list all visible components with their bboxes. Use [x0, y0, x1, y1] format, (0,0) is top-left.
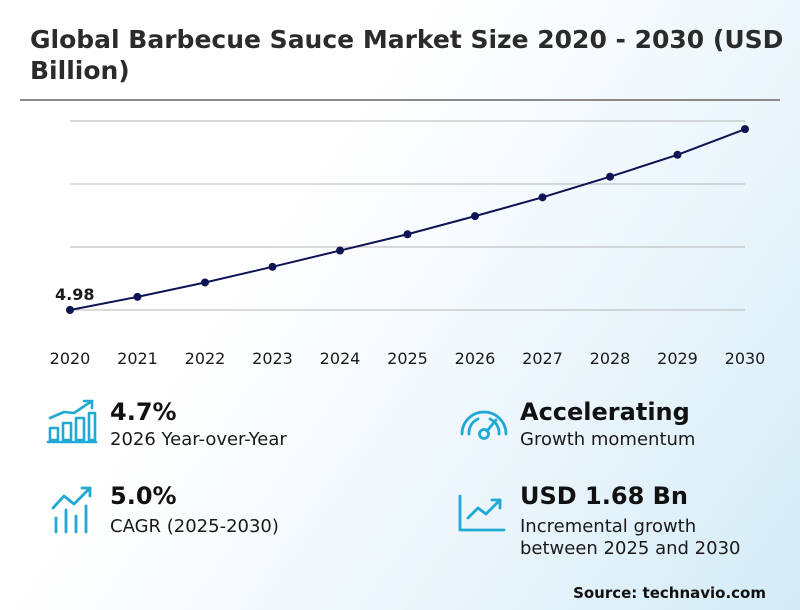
stat-yoy-value: 4.7% [110, 398, 177, 426]
x-tick-label: 2021 [117, 349, 158, 368]
x-tick-label: 2024 [320, 349, 361, 368]
x-tick-label: 2025 [387, 349, 428, 368]
source-note: Source: technavio.com [573, 584, 766, 602]
bar-chart-growth-icon [46, 399, 98, 444]
stat-momentum-value: Accelerating [520, 398, 690, 426]
stat-yoy: 4.7% 2026 Year-over-Year [46, 398, 386, 458]
x-tick-label: 2020 [50, 349, 91, 368]
data-point [741, 125, 749, 134]
market-size-line-chart: 2020 2021 2022 2023 2024 2025 2026 2027 2028 2029… [50, 120, 766, 368]
x-tick-label: 2026 [455, 349, 496, 368]
data-point [606, 172, 614, 181]
data-label: 4.98 [55, 285, 94, 304]
stat-momentum-desc: Growth momentum [520, 429, 696, 450]
stat-yoy-desc: 2026 Year-over-Year [110, 429, 287, 450]
stat-incremental-desc-line2: between 2025 and 2030 [520, 538, 741, 559]
x-tick-label: 2027 [522, 349, 563, 368]
data-point [538, 193, 547, 202]
x-tick-label: 2023 [252, 349, 293, 368]
chart-title: Global Barbecue Sauce Market Size 2020 -… [30, 25, 784, 85]
data-point [336, 246, 344, 255]
speedometer-icon [460, 410, 508, 440]
trend-bars-icon [51, 486, 92, 534]
x-tick-label: 2030 [725, 349, 766, 368]
stat-cagr-desc: CAGR (2025-2030) [110, 516, 279, 537]
data-point [268, 262, 277, 271]
x-tick-label: 2022 [185, 349, 226, 368]
title-divider [20, 99, 780, 101]
stat-momentum: Accelerating Growth momentum [458, 398, 778, 458]
stat-incremental: USD 1.68 Bn Incremental growth between 2… [456, 482, 786, 562]
stat-incremental-desc-line1: Incremental growth [520, 516, 697, 537]
x-tick-label: 2029 [657, 349, 698, 368]
data-point [471, 212, 479, 221]
series-line [69, 128, 746, 311]
data-point [403, 230, 412, 239]
data-point [133, 292, 142, 301]
data-point [66, 306, 74, 314]
line-chart-up-icon [458, 494, 506, 532]
data-point [673, 150, 682, 159]
stat-incremental-value: USD 1.68 Bn [520, 482, 688, 510]
data-point [201, 278, 209, 287]
stat-cagr: 5.0% CAGR (2025-2030) [50, 482, 390, 542]
stat-cagr-value: 5.0% [110, 482, 177, 510]
x-tick-label: 2028 [590, 349, 631, 368]
